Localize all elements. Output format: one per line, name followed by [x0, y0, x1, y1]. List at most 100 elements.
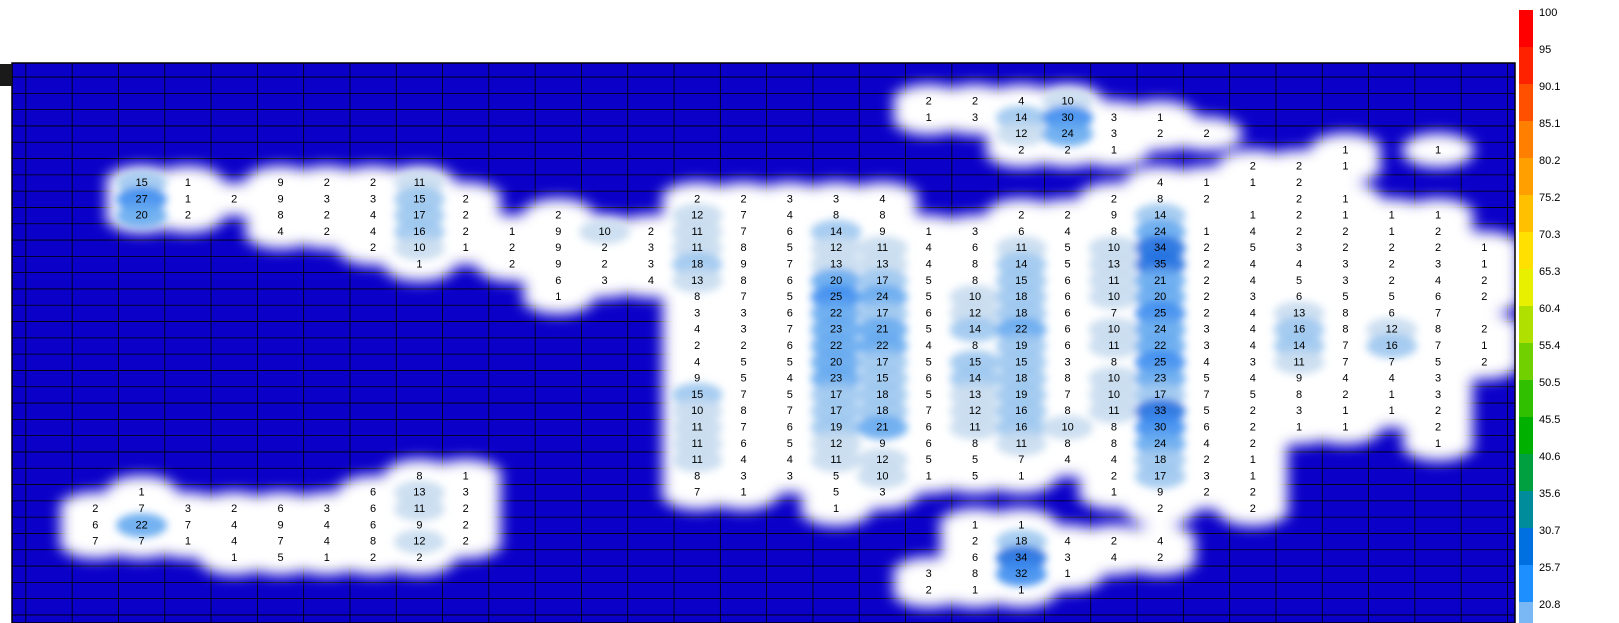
cell-value-label: 22 [1154, 340, 1166, 352]
colorbar-tick-label: 90.1 [1539, 81, 1560, 93]
cell-value-label: 1 [1435, 210, 1441, 222]
cell-value-label: 10 [1108, 373, 1120, 385]
contour-peak [393, 235, 445, 261]
cell-value-label: 3 [1435, 389, 1441, 401]
cell-value-label: 2 [1203, 487, 1209, 499]
cell-value-label: 4 [926, 242, 932, 254]
cell-value-label: 9 [1157, 487, 1163, 499]
cell-value-label: 2 [926, 585, 932, 597]
cell-value-label: 3 [972, 112, 978, 124]
cell-value-label: 22 [830, 340, 842, 352]
cell-value-label: 8 [1065, 373, 1071, 385]
colorbar-swatch [1519, 380, 1533, 417]
cell-value-label: 2 [1250, 422, 1256, 434]
cell-value-label: 24 [1154, 438, 1166, 450]
cell-value-label: 8 [694, 291, 700, 303]
cell-value-label: 2 [1203, 128, 1209, 140]
cell-value-label: 5 [972, 470, 978, 482]
cell-value-label: 4 [1250, 373, 1256, 385]
cell-value-label: 18 [691, 259, 703, 271]
cell-value-label: 4 [1250, 340, 1256, 352]
cell-value-label: 5 [1065, 242, 1071, 254]
contour-peak [856, 464, 908, 489]
cell-value-label: 8 [1435, 324, 1441, 336]
cell-value-label: 1 [1018, 519, 1024, 531]
colorbar-swatch [1519, 417, 1533, 454]
cell-value-label: 10 [598, 226, 610, 238]
cell-value-label: 11 [1293, 356, 1304, 368]
cell-value-label: 5 [926, 389, 932, 401]
colorbar-tick-label: 20.8 [1539, 599, 1560, 611]
cell-value-label: 5 [1435, 356, 1441, 368]
colorbar-swatch [1519, 158, 1533, 195]
cell-value-label: 2 [926, 96, 932, 108]
cell-value-label: 5 [926, 275, 932, 287]
contour-cell [1401, 133, 1475, 168]
cell-value-label: 3 [1250, 356, 1256, 368]
cell-value-label: 8 [1111, 438, 1117, 450]
contour-cell [429, 475, 502, 510]
cell-value-label: 1 [1342, 210, 1348, 222]
contour-peak [579, 219, 631, 245]
cell-value-label: 17 [876, 275, 888, 287]
cell-value-label: 7 [1065, 389, 1071, 401]
cell-value-label: 5 [833, 487, 839, 499]
cell-value-label: 24 [876, 291, 888, 303]
cell-value-label: 2 [740, 193, 746, 205]
cell-value-label: 16 [1015, 405, 1027, 417]
contour-peak [116, 513, 168, 538]
cell-value-label: 2 [370, 177, 376, 189]
cell-value-label: 2 [1481, 356, 1487, 368]
cell-value-label: 10 [413, 242, 425, 254]
cell-value-label: 6 [1203, 422, 1209, 434]
cell-value-label: 1 [1111, 144, 1117, 156]
cell-value-label: 2 [463, 210, 469, 222]
colorbar-tick-label: 45.5 [1539, 414, 1560, 426]
cell-value-label: 2 [1157, 128, 1163, 140]
cell-value-label: 14 [1015, 112, 1027, 124]
cell-value-label: 1 [1389, 405, 1395, 417]
cell-value-label: 2 [1296, 177, 1302, 189]
cell-value-label: 6 [926, 438, 932, 450]
cell-value-label: 3 [463, 487, 469, 499]
cell-value-label: 8 [1342, 307, 1348, 319]
cell-value-label: 2 [324, 226, 330, 238]
cell-value-label: 1 [416, 259, 422, 271]
cell-value-label: 2 [648, 226, 654, 238]
cell-value-label: 5 [740, 373, 746, 385]
cell-value-label: 2 [1203, 291, 1209, 303]
cell-value-label: 1 [1481, 340, 1487, 352]
colorbar-tick-label: 75.2 [1539, 192, 1560, 204]
cell-value-label: 34 [1154, 242, 1166, 254]
cell-value-label: 35 [1154, 259, 1166, 271]
cell-value-label: 6 [370, 503, 376, 515]
cell-value-label: 6 [972, 552, 978, 564]
cell-value-label: 13 [1108, 259, 1120, 271]
cell-value-label: 15 [691, 389, 703, 401]
cell-value-label: 1 [555, 291, 561, 303]
cell-value-label: 2 [1342, 226, 1348, 238]
cell-value-label: 14 [969, 324, 981, 336]
cell-value-label: 5 [787, 242, 793, 254]
cell-value-label: 11 [691, 438, 702, 450]
cell-value-label: 2 [1250, 161, 1256, 173]
cell-value-label: 2 [324, 210, 330, 222]
cell-value-label: 4 [231, 519, 237, 531]
cell-value-label: 6 [370, 487, 376, 499]
cell-value-label: 8 [277, 210, 283, 222]
cell-value-label: 9 [1111, 210, 1117, 222]
cell-value-label: 6 [787, 226, 793, 238]
cell-value-label: 2 [1250, 503, 1256, 515]
cell-value-label: 2 [463, 503, 469, 515]
cell-value-label: 6 [740, 438, 746, 450]
cell-value-label: 4 [787, 454, 793, 466]
cell-value-label: 4 [324, 519, 330, 531]
cell-value-label: 2 [602, 259, 608, 271]
cell-value-label: 6 [1018, 226, 1024, 238]
cell-value-label: 18 [876, 405, 888, 417]
cell-value-label: 5 [926, 291, 932, 303]
cell-value-label: 4 [1250, 324, 1256, 336]
cell-value-label: 32 [1015, 568, 1027, 580]
contour-peak [1042, 121, 1094, 147]
